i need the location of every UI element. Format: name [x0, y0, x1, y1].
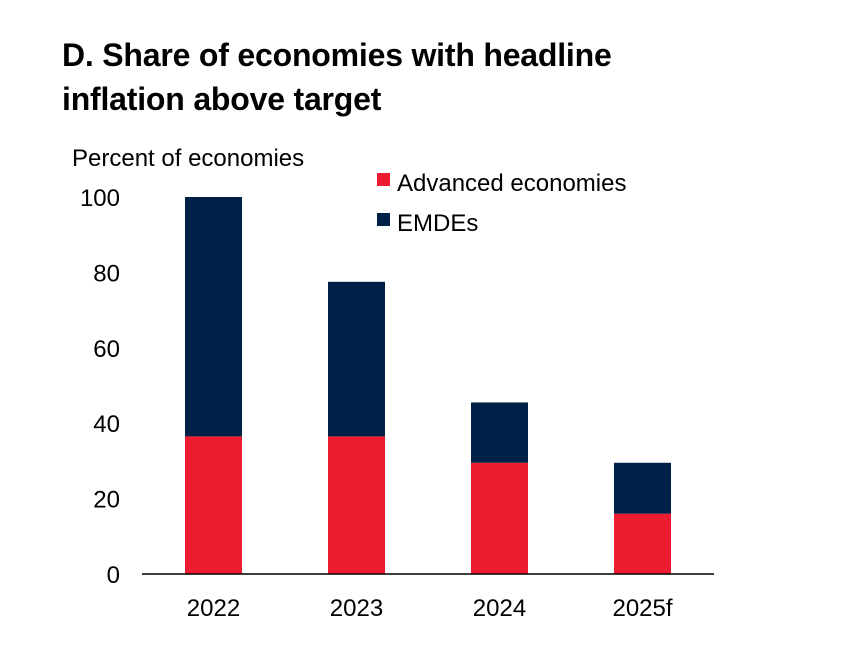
bar-advanced-economies-2023: [328, 436, 385, 574]
x-tick-label: 2024: [473, 595, 526, 622]
bar-advanced-economies-2025f: [614, 513, 671, 574]
bar-emdes-2023: [328, 281, 385, 437]
x-tick-label: 2023: [330, 595, 383, 622]
legend-label: Advanced economies: [397, 170, 626, 197]
legend: Advanced economies EMDEs: [377, 170, 626, 237]
y-tick-label: 80: [93, 260, 120, 287]
legend-item: EMDEs: [377, 210, 478, 237]
chart-title: D. Share of economies with headline infl…: [62, 37, 612, 117]
bars: [185, 197, 671, 574]
bar-advanced-economies-2022: [185, 436, 242, 574]
bar-advanced-economies-2024: [471, 462, 528, 574]
y-tick-label: 60: [93, 336, 120, 363]
y-tick-label: 100: [80, 185, 120, 212]
bar-emdes-2022: [185, 197, 242, 437]
legend-label: EMDEs: [397, 210, 478, 237]
legend-swatch: [377, 213, 390, 226]
x-tick-label: 2022: [187, 595, 240, 622]
y-tick-label: 0: [107, 562, 120, 589]
bar-emdes-2024: [471, 402, 528, 463]
y-tick-label: 20: [93, 487, 120, 514]
y-tick-label: 40: [93, 411, 120, 438]
legend-item: Advanced economies: [377, 170, 626, 197]
y-axis-ticks: 0 20 40 60 80 100: [80, 185, 120, 589]
x-tick-label: 2025f: [612, 595, 672, 622]
legend-swatch: [377, 173, 390, 186]
y-axis-label: Percent of economies: [72, 145, 304, 172]
bar-emdes-2025f: [614, 462, 671, 514]
x-axis-ticks: 2022 2023 2024 2025f: [187, 595, 673, 622]
